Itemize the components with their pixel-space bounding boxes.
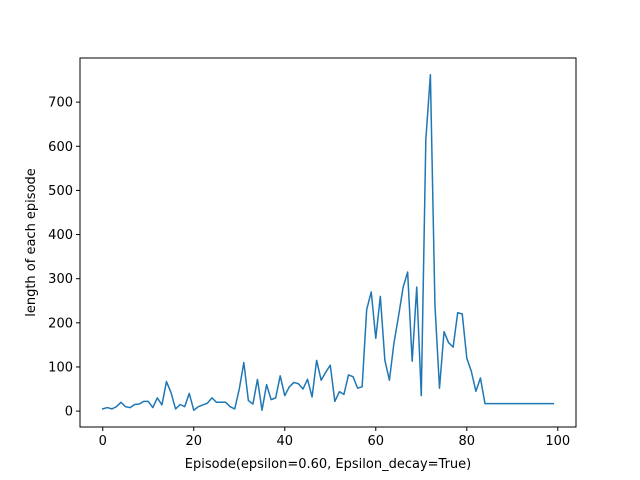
x-tick-label: 0: [99, 434, 107, 449]
y-tick-label: 700: [48, 96, 73, 111]
x-axis-label: Episode(epsilon=0.60, Epsilon_decay=True…: [185, 457, 471, 472]
y-tick-label: 300: [48, 272, 73, 287]
y-tick-label: 200: [48, 316, 73, 331]
series-line: [101, 74, 554, 411]
x-tick-label: 60: [368, 434, 385, 449]
plot-area: [101, 74, 554, 411]
y-axis-label: length of each episode: [24, 168, 39, 317]
axis-ticks: 0 20 40 60 80 100 0 100 200 300 400 500 600 700: [48, 96, 570, 449]
x-tick-label: 20: [185, 434, 202, 449]
y-tick-label: 100: [48, 360, 73, 375]
y-tick-label: 400: [48, 228, 73, 243]
x-tick-label: 80: [459, 434, 476, 449]
axes-frame: [79, 57, 577, 428]
y-tick-label: 0: [65, 405, 73, 420]
y-tick-label: 600: [48, 140, 73, 155]
y-tick-label: 500: [48, 184, 73, 199]
x-tick-label: 40: [276, 434, 293, 449]
x-tick-label: 100: [545, 434, 570, 449]
